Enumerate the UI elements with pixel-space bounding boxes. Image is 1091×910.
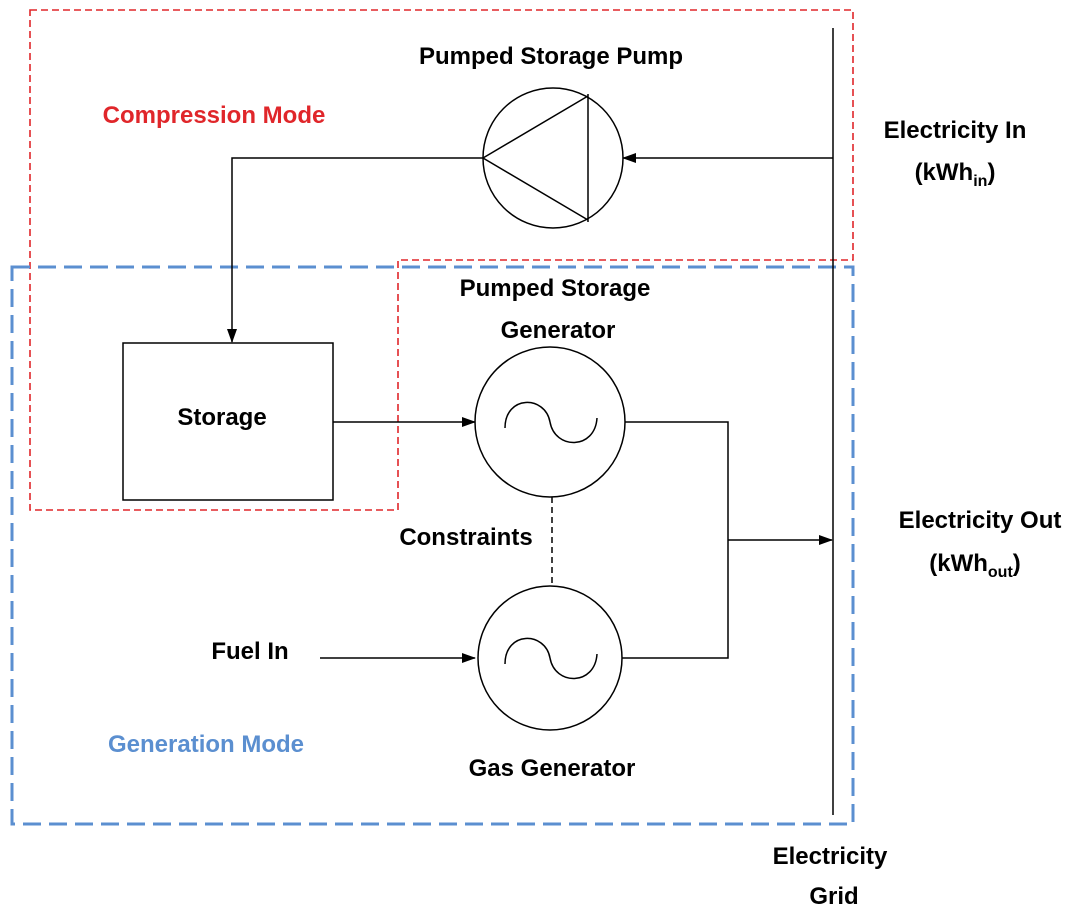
grid-label-1: Electricity (773, 843, 888, 870)
unit-close: ) (1013, 550, 1021, 577)
pump-label: Pumped Storage Pump (419, 43, 683, 70)
storage-label: Storage (177, 404, 266, 431)
unit-sub: out (988, 564, 1014, 581)
elec-out-unit: (kWhout) (929, 550, 1021, 581)
elec-out-label: Electricity Out (899, 507, 1062, 534)
gas-gen-label: Gas Generator (469, 755, 636, 782)
elec-in-label: Electricity In (884, 117, 1027, 144)
ps-generator-wave (504, 401, 598, 444)
ps-gen-label-1: Pumped Storage (460, 275, 651, 302)
elec-in-unit: (kWhin) (915, 159, 996, 190)
pump-symbol (482, 87, 624, 229)
fuel-in-label: Fuel In (211, 638, 288, 665)
output-lines (622, 421, 729, 659)
compression-region (29, 9, 854, 511)
gas-generator-wave (504, 637, 598, 680)
unit-open: (kWh (929, 550, 988, 577)
ps-gen-label-2: Generator (501, 317, 616, 344)
pump-triangle (482, 94, 589, 222)
compression-label: Compression Mode (103, 102, 326, 129)
generation-label: Generation Mode (108, 731, 304, 758)
arrow-pump-storage (227, 157, 483, 343)
grid-label-2: Grid (809, 883, 858, 910)
unit-open: (kWh (915, 159, 974, 186)
unit-sub: in (973, 173, 987, 190)
generation-region (10, 265, 855, 826)
constraints-label: Constraints (399, 524, 532, 551)
unit-close: ) (987, 159, 995, 186)
